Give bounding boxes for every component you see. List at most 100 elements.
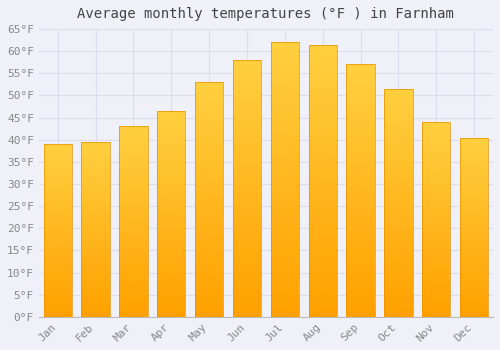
Bar <box>346 256 375 261</box>
Bar <box>119 275 148 279</box>
Bar <box>82 142 110 317</box>
Bar <box>308 116 337 121</box>
Bar <box>119 214 148 218</box>
Bar <box>422 138 450 141</box>
Bar <box>270 185 299 190</box>
Bar <box>44 255 72 258</box>
Bar <box>44 251 72 255</box>
Bar <box>233 158 261 163</box>
Bar <box>195 218 224 223</box>
Bar <box>233 147 261 153</box>
Bar <box>384 194 412 198</box>
Bar <box>308 66 337 72</box>
Bar <box>82 278 110 282</box>
Bar <box>82 198 110 201</box>
Bar <box>308 159 337 164</box>
Bar <box>384 89 412 317</box>
Bar <box>346 251 375 256</box>
Bar <box>270 64 299 70</box>
Bar <box>422 282 450 286</box>
Bar <box>233 132 261 137</box>
Bar <box>346 276 375 281</box>
Bar <box>233 245 261 250</box>
Bar <box>82 142 110 317</box>
Bar <box>346 221 375 226</box>
Bar <box>157 173 186 177</box>
Bar <box>157 148 186 152</box>
Bar <box>233 214 261 219</box>
Bar <box>270 92 299 97</box>
Bar <box>195 153 224 157</box>
Bar <box>157 284 186 288</box>
Bar <box>119 237 148 241</box>
Bar <box>346 266 375 271</box>
Bar <box>422 122 450 126</box>
Bar <box>384 139 412 144</box>
Bar <box>270 174 299 180</box>
Bar <box>270 103 299 108</box>
Bar <box>119 233 148 237</box>
Bar <box>460 213 488 216</box>
Bar <box>157 226 186 230</box>
Bar <box>195 237 224 242</box>
Bar <box>308 214 337 219</box>
Bar <box>346 201 375 206</box>
Bar <box>82 240 110 243</box>
Bar <box>233 271 261 276</box>
Bar <box>384 258 412 262</box>
Bar <box>346 70 375 75</box>
Bar <box>384 235 412 239</box>
Bar <box>270 163 299 169</box>
Bar <box>422 251 450 254</box>
Bar <box>346 130 375 135</box>
Bar <box>460 209 488 213</box>
Bar <box>460 191 488 195</box>
Bar <box>308 208 337 213</box>
Bar <box>422 173 450 176</box>
Bar <box>308 240 337 246</box>
Bar <box>384 226 412 230</box>
Bar <box>82 194 110 198</box>
Bar <box>44 186 72 189</box>
Bar <box>157 255 186 259</box>
Bar <box>233 204 261 209</box>
Bar <box>346 292 375 296</box>
Bar <box>44 168 72 172</box>
Bar <box>422 289 450 293</box>
Bar <box>346 226 375 231</box>
Bar <box>195 209 224 214</box>
Bar <box>119 229 148 233</box>
Bar <box>460 306 488 310</box>
Bar <box>233 127 261 132</box>
Bar <box>308 72 337 77</box>
Bar <box>308 262 337 268</box>
Bar <box>270 114 299 119</box>
Bar <box>384 253 412 258</box>
Bar <box>157 123 186 127</box>
Bar <box>270 273 299 278</box>
Bar <box>157 210 186 214</box>
Bar <box>346 105 375 110</box>
Bar <box>195 303 224 307</box>
Bar <box>308 295 337 300</box>
Bar <box>82 296 110 299</box>
Bar <box>233 286 261 291</box>
Bar <box>422 161 450 165</box>
Bar <box>195 307 224 312</box>
Bar <box>44 220 72 224</box>
Bar <box>119 130 148 134</box>
Bar <box>233 301 261 307</box>
Bar <box>422 126 450 130</box>
Bar <box>157 111 186 317</box>
Bar <box>346 302 375 307</box>
Bar <box>346 125 375 130</box>
Bar <box>384 303 412 308</box>
Bar <box>119 218 148 222</box>
Bar <box>119 248 148 252</box>
Bar <box>157 127 186 132</box>
Bar <box>422 122 450 317</box>
Bar <box>422 243 450 247</box>
Bar <box>384 262 412 267</box>
Bar <box>82 201 110 205</box>
Bar <box>233 80 261 86</box>
